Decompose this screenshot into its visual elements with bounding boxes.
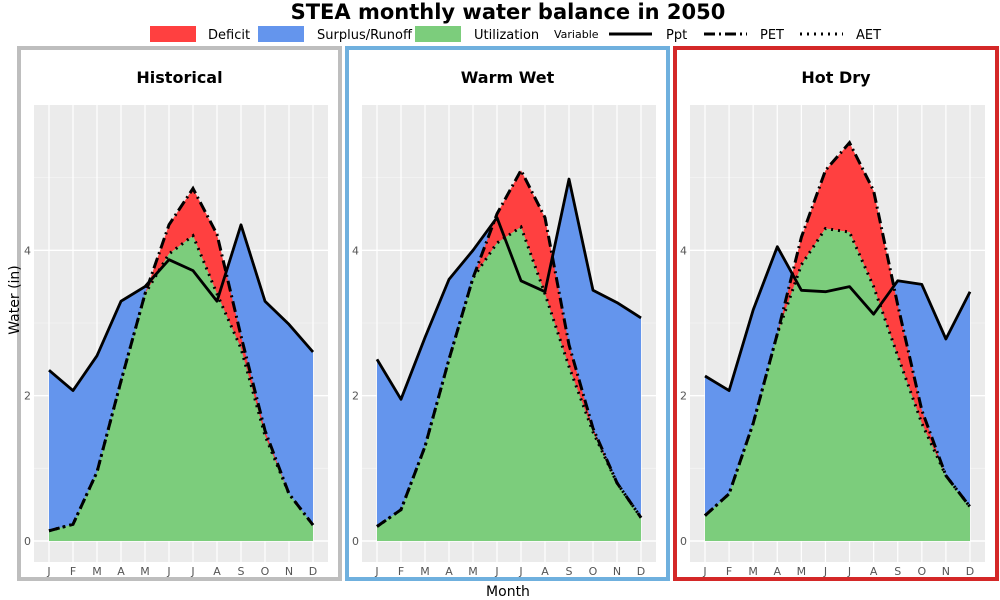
x-tick-label: F bbox=[70, 565, 76, 578]
x-tick-label: O bbox=[261, 565, 270, 578]
panel-hot-dry: 0 2 4 J F M A M J J A S O N D Hot Dry bbox=[673, 46, 999, 581]
y-tick-label: 4 bbox=[680, 244, 687, 257]
y-tick-label: 4 bbox=[352, 244, 359, 257]
line-pet bbox=[703, 140, 972, 517]
y-tick-label: 2 bbox=[352, 390, 359, 403]
x-tick-label: J bbox=[190, 565, 194, 578]
x-tick-label: D bbox=[309, 565, 317, 578]
y-tick-label: 2 bbox=[24, 390, 31, 403]
legend-label-surplus: Surplus/Runoff bbox=[317, 28, 413, 43]
x-tick-label: M bbox=[140, 565, 150, 578]
x-tick-label: M bbox=[420, 565, 430, 578]
x-tick-label: M bbox=[797, 565, 807, 578]
area-utilization bbox=[49, 235, 313, 541]
y-tick-label: 2 bbox=[680, 390, 687, 403]
legend-swatch-deficit bbox=[150, 26, 196, 42]
area-utilization bbox=[705, 228, 970, 541]
x-tick-label: A bbox=[445, 565, 453, 578]
legend-label-ppt: Ppt bbox=[666, 28, 687, 43]
panel-border bbox=[345, 46, 670, 581]
x-tick-label: A bbox=[774, 565, 782, 578]
x-tick-label: J bbox=[166, 565, 170, 578]
x-tick-label: F bbox=[726, 565, 732, 578]
x-tick-label: J bbox=[46, 565, 50, 578]
panel-historical: 0 2 4 J F M A M J J A S O N D Historical bbox=[17, 46, 342, 581]
x-tick-label: J bbox=[494, 565, 498, 578]
x-tick-label: J bbox=[702, 565, 706, 578]
x-tick-label: A bbox=[117, 565, 125, 578]
panel-title: Historical bbox=[136, 68, 222, 87]
line-aet bbox=[48, 233, 315, 533]
x-tick-label: S bbox=[894, 565, 901, 578]
x-tick-label: M bbox=[468, 565, 478, 578]
x-tick-label: A bbox=[870, 565, 878, 578]
x-tick-label: O bbox=[917, 565, 926, 578]
panel-border bbox=[673, 46, 999, 581]
area-deficit bbox=[705, 142, 970, 516]
legend-label-pet: PET bbox=[760, 28, 784, 43]
area-utilization bbox=[377, 227, 641, 541]
legend-swatch-surplus bbox=[258, 26, 304, 42]
y-tick-label: 4 bbox=[24, 244, 31, 257]
x-tick-label: J bbox=[847, 565, 851, 578]
x-tick-label: D bbox=[637, 565, 645, 578]
legend-label-utilization: Utilization bbox=[474, 28, 539, 43]
panel-border bbox=[17, 46, 342, 581]
x-tick-label: D bbox=[966, 565, 974, 578]
panel-title: Warm Wet bbox=[461, 68, 555, 87]
line-pet bbox=[48, 185, 315, 533]
legend-label-deficit: Deficit bbox=[208, 28, 250, 43]
panel-title: Hot Dry bbox=[801, 68, 871, 87]
x-tick-label: J bbox=[518, 565, 522, 578]
x-axis-label: Month bbox=[486, 584, 530, 600]
panel-warm-wet: 0 2 4 J F M A M J J A S O N D Warm Wet bbox=[345, 46, 670, 581]
line-ppt bbox=[375, 177, 642, 401]
legend-title-variable: Variable bbox=[554, 28, 599, 41]
legend: Deficit Surplus/Runoff Utilization Varia… bbox=[150, 26, 881, 43]
chart-title: STEA monthly water balance in 2050 bbox=[291, 0, 726, 24]
x-tick-label: S bbox=[238, 565, 245, 578]
line-aet bbox=[703, 226, 972, 517]
x-tick-label: M bbox=[748, 565, 758, 578]
x-tick-label: A bbox=[213, 565, 221, 578]
line-ppt bbox=[704, 245, 972, 393]
x-tick-label: M bbox=[92, 565, 102, 578]
x-tick-label: J bbox=[823, 565, 827, 578]
x-tick-label: A bbox=[541, 565, 549, 578]
y-tick-label: 0 bbox=[680, 535, 687, 548]
legend-label-aet: AET bbox=[856, 28, 881, 43]
legend-swatch-utilization bbox=[415, 26, 461, 42]
line-ppt bbox=[48, 223, 315, 393]
x-tick-label: N bbox=[285, 565, 293, 578]
line-pet bbox=[376, 167, 643, 528]
x-tick-label: N bbox=[613, 565, 621, 578]
y-axis-label: Water (in) bbox=[7, 265, 23, 335]
x-tick-label: J bbox=[374, 565, 378, 578]
x-tick-label: N bbox=[942, 565, 950, 578]
y-tick-label: 0 bbox=[24, 535, 31, 548]
x-tick-label: F bbox=[398, 565, 404, 578]
y-tick-label: 0 bbox=[352, 535, 359, 548]
x-tick-label: S bbox=[566, 565, 573, 578]
x-tick-label: O bbox=[589, 565, 598, 578]
